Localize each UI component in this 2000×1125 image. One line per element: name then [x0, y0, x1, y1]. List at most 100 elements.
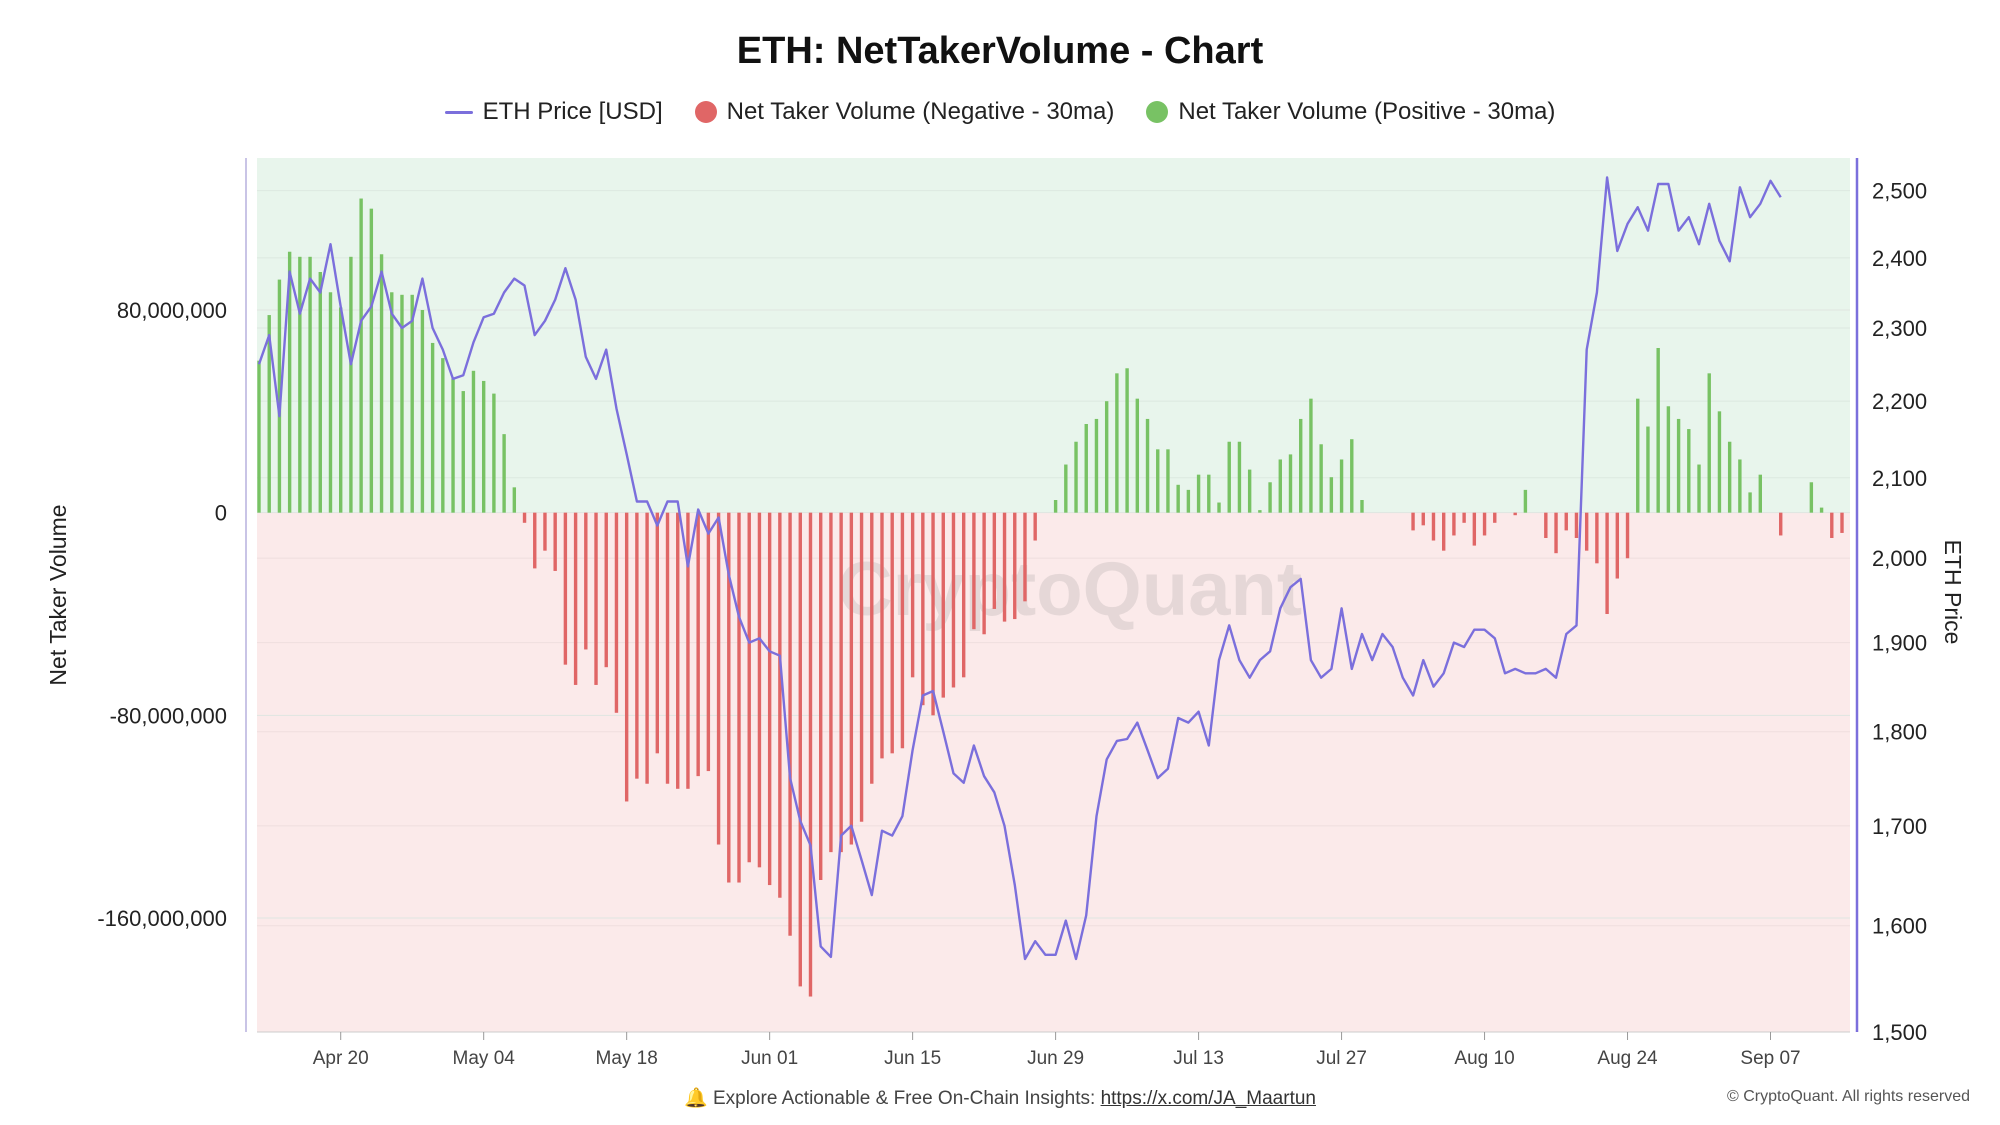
positive-bar	[1176, 484, 1180, 513]
negative-bar	[788, 512, 792, 936]
negative-bar	[737, 512, 741, 883]
x-tick-label: Jul 13	[1173, 1048, 1224, 1069]
positive-bar	[1186, 489, 1191, 513]
negative-bar	[747, 512, 751, 863]
negative-bar	[921, 512, 925, 706]
negative-bar	[859, 512, 864, 822]
positive-bar	[430, 342, 435, 513]
footer-text: Explore Actionable & Free On-Chain Insig…	[712, 1088, 1096, 1109]
negative-bar	[1033, 512, 1037, 541]
negative-bar	[1462, 512, 1466, 523]
positive-bar	[1288, 454, 1293, 513]
price-line	[257, 176, 1782, 961]
y2-tick-label: 1,700	[1872, 814, 1927, 839]
chart-title: ETH: NetTakerVolume - Chart	[736, 30, 1264, 72]
x-tick-label: Aug 10	[1454, 1048, 1514, 1069]
positive-bar	[461, 391, 465, 513]
negative-bar	[1513, 512, 1517, 516]
negative-bar	[849, 512, 854, 845]
negative-bar	[819, 512, 823, 880]
positive-bar	[1156, 449, 1160, 513]
positive-bar	[287, 251, 292, 513]
negative-bar	[1605, 512, 1609, 614]
y2-tick-label: 2,200	[1872, 389, 1927, 414]
positive-bar	[1053, 500, 1058, 513]
positive-bar	[1717, 411, 1722, 513]
positive-bar	[1666, 406, 1671, 513]
negative-bar	[757, 512, 762, 868]
copyright: © CryptoQuant. All rights reserved	[1727, 1088, 1970, 1105]
positive-bar	[1319, 444, 1323, 513]
negative-bar	[1452, 512, 1456, 536]
negative-bar	[1411, 512, 1415, 531]
negative-dot-swatch	[694, 101, 717, 123]
x-tick-label: Jun 01	[741, 1048, 798, 1069]
legend-item-price[interactable]: ETH Price [USD]	[444, 98, 663, 126]
positive-bar	[369, 208, 374, 513]
positive-bar	[1196, 474, 1201, 513]
positive-bar	[1094, 418, 1099, 513]
negative-bar	[839, 512, 843, 853]
negative-bar	[553, 512, 557, 571]
legend: ETH Price [USD] Net Taker Volume (Negati…	[0, 98, 2000, 126]
positive-bar	[1687, 429, 1691, 513]
positive-bar	[1309, 398, 1313, 513]
positive-bar	[257, 360, 261, 513]
negative-bar	[1584, 512, 1589, 551]
positive-bar	[471, 370, 476, 513]
negative-bar	[573, 512, 578, 685]
y-axis-title: Net Taker Volume	[45, 504, 71, 685]
negative-bar	[543, 512, 547, 551]
negative-bar	[1779, 512, 1783, 536]
y2-tick-label: 2,500	[1872, 179, 1927, 204]
y2-tick-label: 2,300	[1872, 316, 1927, 341]
negative-bar	[870, 512, 874, 784]
positive-bar	[1727, 441, 1732, 513]
positive-dot-swatch	[1146, 101, 1169, 123]
footer-link[interactable]: https://x.com/JA_Maartun	[1100, 1088, 1316, 1109]
footer-note: 🔔 Explore Actionable & Free On-Chain Ins…	[0, 1086, 2000, 1110]
positive-bar	[451, 378, 455, 513]
x-tick-label: Jun 15	[884, 1048, 941, 1069]
negative-bar	[900, 512, 905, 749]
legend-item-negative[interactable]: Net Taker Volume (Negative - 30ma)	[694, 98, 1115, 126]
positive-bar	[502, 434, 506, 513]
y2-tick-label: 2,400	[1872, 246, 1927, 271]
positive-bar	[1104, 401, 1109, 513]
positive-bar	[1064, 464, 1068, 513]
positive-bar	[267, 315, 271, 513]
negative-bar	[727, 512, 731, 883]
negative-bar	[676, 512, 680, 789]
negative-bar	[635, 512, 639, 779]
positive-bar	[1656, 348, 1660, 513]
negative-bar	[594, 512, 598, 685]
negative-bar	[1544, 512, 1548, 538]
x-tick-label: May 18	[596, 1048, 658, 1069]
positive-bar	[1166, 449, 1170, 513]
negative-bar	[1482, 512, 1487, 536]
negative-bar	[563, 512, 568, 665]
negative-bar	[910, 512, 915, 678]
y2-tick-label: 1,900	[1872, 631, 1927, 656]
positive-bar	[379, 254, 384, 513]
positive-bar	[492, 393, 496, 513]
positive-bar	[1207, 474, 1211, 513]
negative-bar	[1830, 512, 1834, 538]
positive-region	[257, 158, 1850, 513]
x-tick-label: Sep 07	[1740, 1048, 1800, 1069]
positive-bar	[1115, 373, 1119, 513]
legend-item-positive[interactable]: Net Taker Volume (Positive - 30ma)	[1146, 98, 1555, 126]
negative-bar	[522, 512, 527, 523]
negative-bar	[686, 512, 690, 789]
legend-label-positive: Net Taker Volume (Positive - 30ma)	[1178, 98, 1556, 125]
negative-bar	[931, 512, 935, 716]
negative-bar	[696, 512, 700, 777]
positive-bar	[481, 380, 486, 513]
positive-bar	[1125, 368, 1129, 513]
y2-axis-title: ETH Price	[1940, 540, 1966, 645]
positive-bar	[390, 292, 394, 513]
positive-bar	[1268, 482, 1272, 513]
negative-bar	[716, 512, 721, 845]
negative-bar	[1615, 512, 1620, 579]
legend-label-negative: Net Taker Volume (Negative - 30ma)	[726, 98, 1115, 125]
